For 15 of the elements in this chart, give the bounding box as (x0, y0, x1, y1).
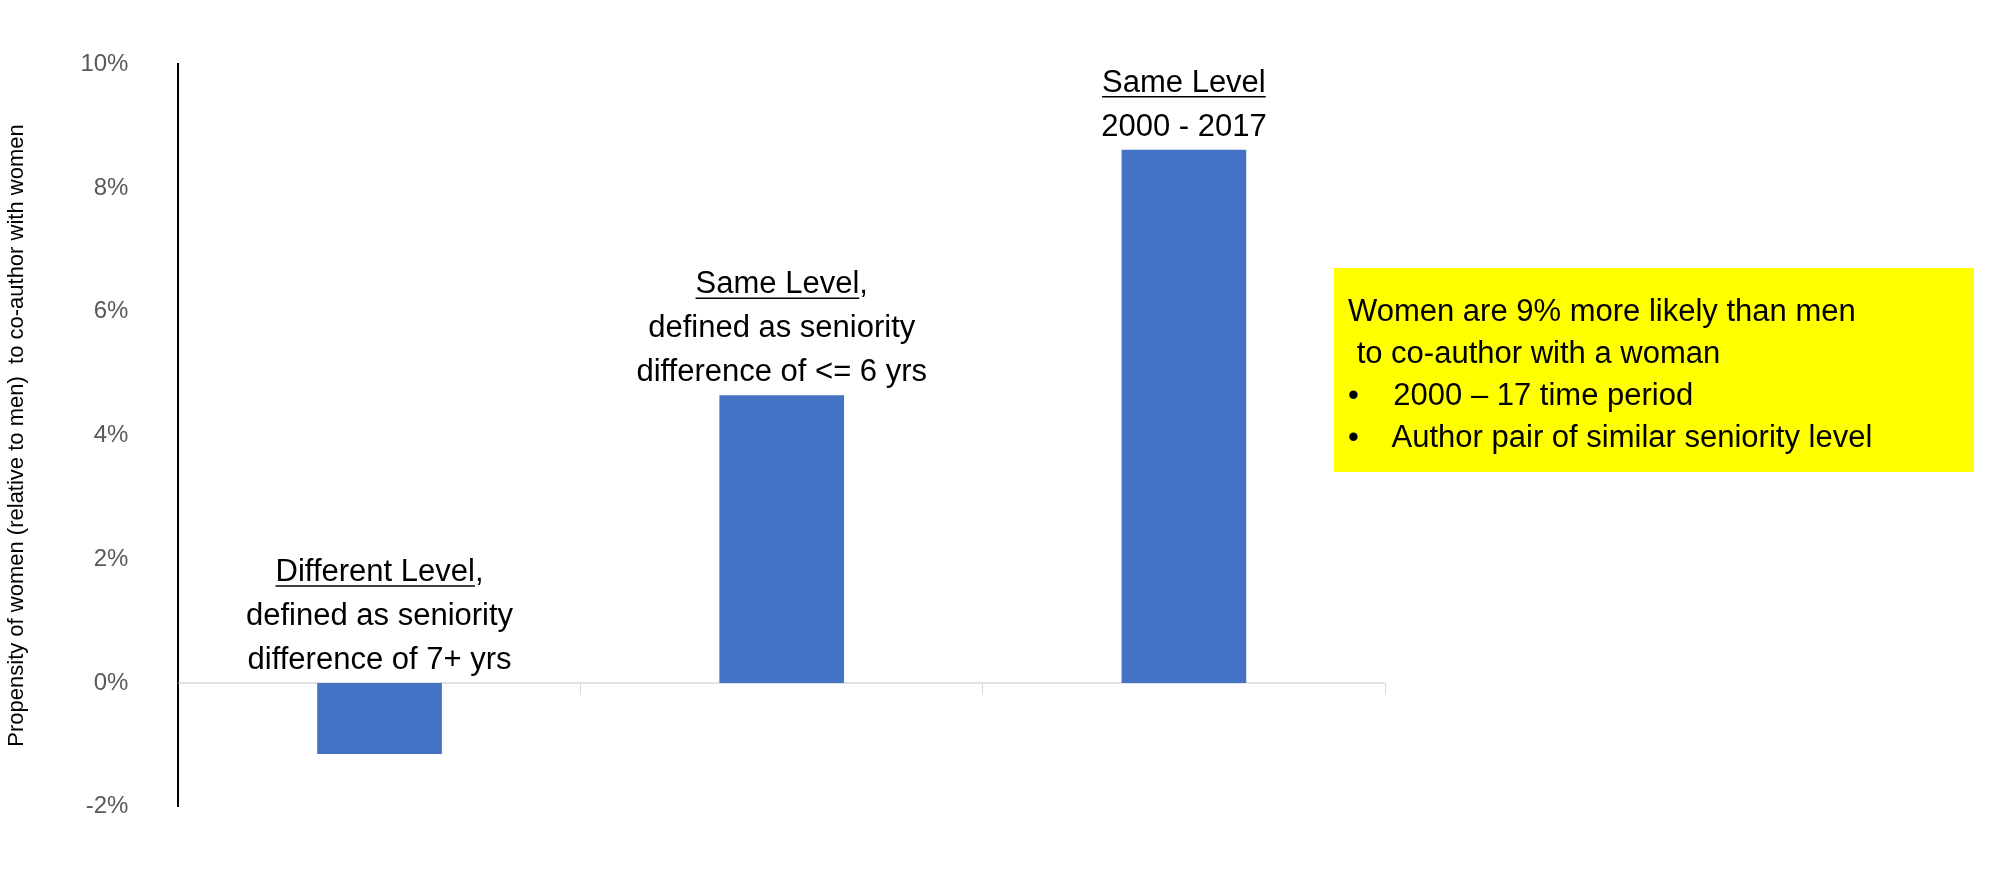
bar (317, 682, 442, 755)
y-tick-label: 0% (93, 667, 129, 695)
annotation: Same Level 2000 - 2017 (1101, 63, 1267, 143)
annotation: Same Level, defined as seniority difference of <= 6 yrs (636, 265, 928, 389)
annotation: Different Level, defined as seniority difference of 7+ yrs (245, 552, 514, 676)
y-tick-label: 2% (93, 543, 129, 571)
y-tick-label: 8% (93, 172, 129, 200)
y-tick-label: 10% (80, 49, 129, 77)
y-tick-label: 6% (93, 296, 129, 324)
callout-box: Women are 9% more likely than men to co-author with a woman • 2000 – 17 time period • Author pair of similar seniority level (1334, 268, 1974, 472)
y-axis-title: Propensity of women (relative to men) to co-author with women (3, 124, 29, 747)
bar (719, 395, 845, 683)
y-tick-label: -2% (85, 791, 129, 819)
y-tick-label: 4% (93, 420, 129, 448)
bar (1121, 149, 1247, 683)
